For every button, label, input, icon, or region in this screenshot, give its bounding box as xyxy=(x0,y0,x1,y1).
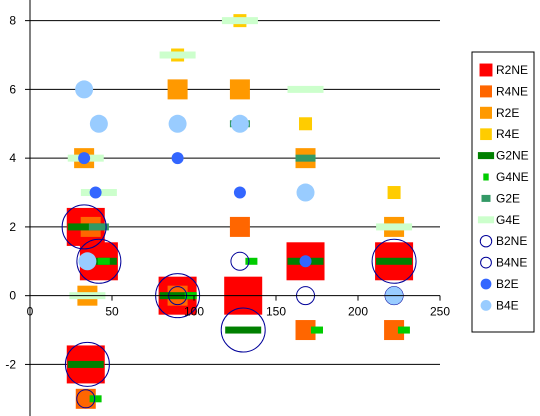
data-point-g4ne xyxy=(397,326,410,334)
series-g2e xyxy=(88,120,316,231)
legend-label: B4NE xyxy=(496,256,527,270)
legend-marker xyxy=(481,194,491,202)
data-point-b2ne xyxy=(220,307,266,353)
data-point-r4ne xyxy=(295,320,316,341)
legend-label: B2E xyxy=(496,277,519,291)
legend-marker xyxy=(480,106,492,119)
data-point-b4e xyxy=(89,114,108,133)
data-point-g4e xyxy=(221,17,258,25)
legend-label: R2NE xyxy=(496,63,528,77)
legend-item-b4ne: B4NE xyxy=(480,256,527,270)
series-b4e xyxy=(75,80,404,305)
legend-marker xyxy=(477,152,495,160)
x-tick-label: 100 xyxy=(184,305,204,319)
axes xyxy=(29,0,440,416)
data-point-r4e xyxy=(387,186,401,200)
series-b2e xyxy=(78,152,312,268)
legend-item-g4ne: G4NE xyxy=(483,170,529,184)
data-point-b2e xyxy=(78,152,91,165)
legend-item-g2e: G2E xyxy=(481,191,520,205)
data-point-b2e xyxy=(233,186,246,199)
data-point-g4e xyxy=(376,223,413,231)
data-point-g4ne xyxy=(245,257,258,265)
legend-label: G2NE xyxy=(496,149,529,163)
legend-marker xyxy=(479,63,493,77)
series-r4e xyxy=(171,14,401,200)
legend-item-g2ne: G2NE xyxy=(477,149,529,163)
legend-item-r4e: R4E xyxy=(480,127,519,141)
legend-marker xyxy=(480,256,492,269)
data-point-g2ne xyxy=(225,326,262,334)
data-point-r4e xyxy=(299,117,313,131)
legend-item-r2ne: R2NE xyxy=(479,63,528,77)
data-point-r2e xyxy=(229,79,250,100)
data-point-b2ne xyxy=(76,238,122,284)
legend-marker xyxy=(483,173,489,181)
data-point-b2ne xyxy=(61,204,107,250)
data-point-b4e xyxy=(296,183,315,202)
legend-label: G4NE xyxy=(496,170,529,184)
data-point-g4ne xyxy=(311,326,323,334)
data-point-g4e xyxy=(287,85,324,93)
data-point-b4e xyxy=(230,114,249,133)
x-tick-label: 50 xyxy=(105,305,119,319)
y-tick-label: 8 xyxy=(9,14,16,28)
data-point-b4e xyxy=(78,252,97,271)
data-points xyxy=(61,14,417,409)
data-point-b2ne xyxy=(371,238,417,284)
data-point-b2e xyxy=(299,255,312,268)
legend-marker xyxy=(480,128,492,141)
legend-label: R4E xyxy=(496,127,519,141)
data-point-r4ne xyxy=(229,216,250,237)
legend-marker xyxy=(477,216,495,224)
data-point-g2e xyxy=(88,223,109,231)
data-point-g2ne xyxy=(67,360,104,368)
y-tick-label: 0 xyxy=(9,289,16,303)
data-point-b4e xyxy=(168,114,187,133)
legend-label: G2E xyxy=(496,191,520,205)
legend-item-r2e: R2E xyxy=(480,106,519,120)
y-tick-label: -2 xyxy=(5,357,16,371)
data-point-b4e xyxy=(75,80,94,99)
data-point-r4ne xyxy=(384,320,405,341)
legend-label: G4E xyxy=(496,213,520,227)
legend-item-b4e: B4E xyxy=(480,298,519,312)
data-point-b2e xyxy=(89,186,102,199)
legend-label: B4E xyxy=(496,298,519,312)
legend-label: R2E xyxy=(496,106,519,120)
data-point-g4ne xyxy=(89,395,102,403)
legend-item-r4ne: R4NE xyxy=(480,84,528,98)
legend: R2NE R4NE R2E R4E G2NE G4NE G2E G4E B2NE B4NE B2E B… xyxy=(471,51,535,333)
data-point-g4ne xyxy=(97,257,110,265)
data-point-b2ne xyxy=(64,341,110,387)
data-point-b4ne xyxy=(76,389,96,409)
x-tick-label: 150 xyxy=(266,305,286,319)
data-point-r4ne xyxy=(75,388,96,409)
legend-marker xyxy=(480,300,492,311)
legend-label: R4NE xyxy=(496,84,528,98)
data-point-g4e xyxy=(159,51,196,59)
data-point-b2e xyxy=(171,152,184,165)
legend-item-b2e: B2E xyxy=(480,277,519,291)
y-tick-label: 2 xyxy=(9,220,16,234)
y-tick-label: 4 xyxy=(9,151,16,165)
x-tick-label: 0 xyxy=(27,305,34,319)
legend-label: B2NE xyxy=(496,234,527,248)
x-tick-label: 200 xyxy=(348,305,368,319)
data-point-g2ne xyxy=(376,257,413,265)
legend-marker xyxy=(480,85,492,98)
legend-marker xyxy=(479,234,493,248)
data-point-g2e xyxy=(295,154,316,162)
x-tick-label: 250 xyxy=(430,305,450,319)
data-point-g2ne xyxy=(67,223,104,231)
tick-labels: 0 50 100 150 200 250 -2 0 2 4 6 8 xyxy=(5,14,450,372)
legend-marker xyxy=(480,278,492,290)
data-point-r2e xyxy=(167,79,188,100)
data-point-b4ne xyxy=(230,251,250,271)
y-tick-label: 6 xyxy=(9,82,16,96)
legend-item-g4e: G4E xyxy=(477,213,520,227)
legend-item-b2ne: B2NE xyxy=(479,234,527,248)
